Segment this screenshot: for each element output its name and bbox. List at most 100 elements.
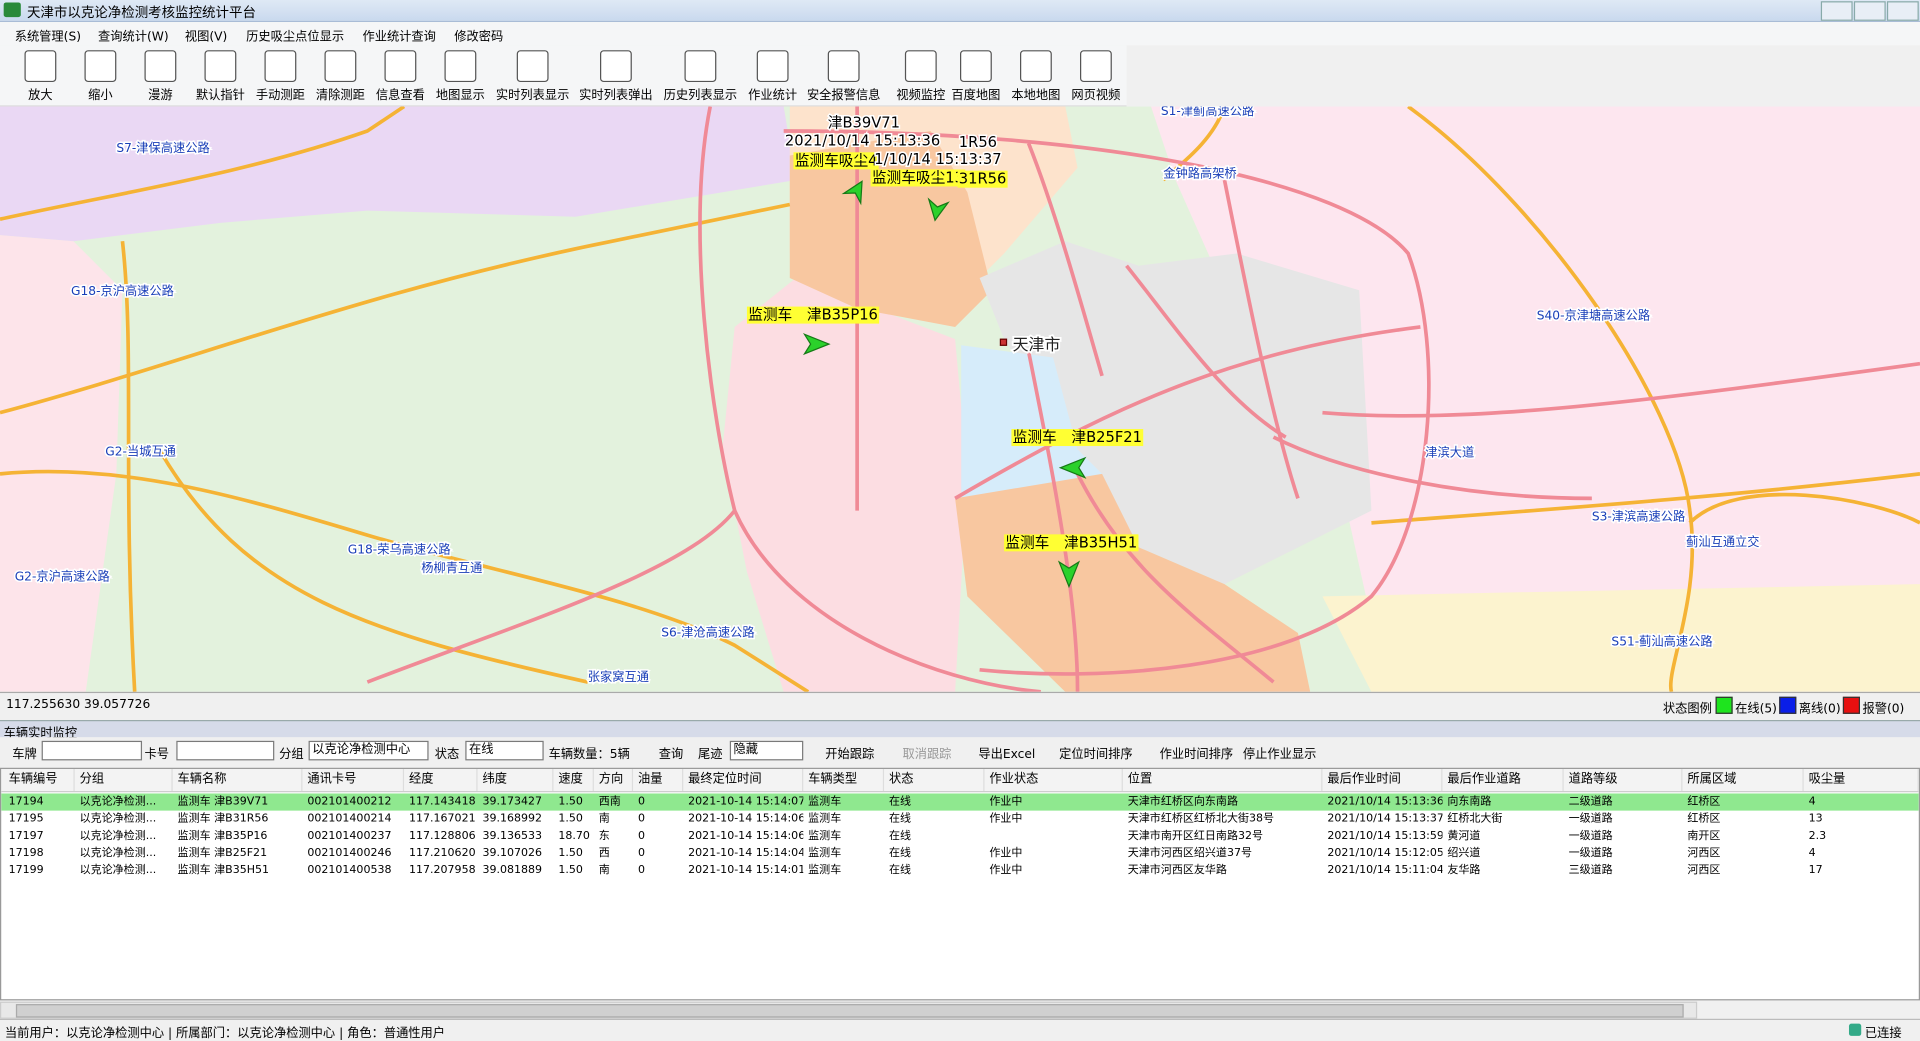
menu-item[interactable]: 系统管理(S)	[14, 30, 82, 45]
column-header[interactable]: 方向	[594, 768, 634, 792]
table-cell: 39.081889	[482, 864, 543, 877]
column-header[interactable]: 油量	[633, 768, 684, 792]
toolbar-button[interactable]: 实时列表显示	[496, 48, 569, 103]
column-header[interactable]: 最终定位时间	[683, 768, 804, 792]
table-row[interactable]: 17198 以克论净检测... 监测车 津B25F21 002101400246 117…	[1, 845, 1919, 862]
table-cell: 向东南路	[1447, 795, 1492, 809]
vehicle-marker[interactable]	[841, 176, 871, 206]
table-row[interactable]: 17195 以克论净检测... 监测车 津B31R56 002101400214 117…	[1, 811, 1919, 828]
group-select[interactable]: 以克论净检测中心	[308, 740, 429, 761]
table-cell: 红桥区	[1687, 795, 1721, 809]
vehicle-marker[interactable]	[1058, 456, 1087, 479]
table-row[interactable]: 17199 以克论净检测... 监测车 津B35H51 002101400538 117…	[1, 862, 1919, 879]
road-label: G18-荣乌高速公路	[348, 541, 451, 556]
toolbar-button[interactable]: 漫游	[124, 48, 197, 103]
table-cell: 监测车 津B35P16	[177, 830, 268, 843]
table-cell: 在线	[888, 830, 912, 843]
menu-item[interactable]: 历史吸尘点位显示	[246, 30, 345, 45]
toolbar-button[interactable]: 网页视频	[1059, 48, 1132, 103]
region	[961, 345, 1103, 499]
menu-item[interactable]: 查询统计(W)	[97, 30, 169, 45]
toolbar-label: 百度地图	[951, 89, 1001, 103]
toolbar-action[interactable]: 取消跟踪	[902, 748, 952, 762]
menu-item[interactable]: 修改密码	[454, 30, 504, 45]
toolbar-icon	[684, 50, 717, 83]
road-label: G18-京沪高速公路	[71, 283, 174, 298]
column-header[interactable]: 经度	[404, 768, 478, 792]
table-cell: 一级道路	[1568, 813, 1613, 826]
plate-input[interactable]	[41, 740, 143, 761]
toolbar-button[interactable]: 作业统计	[736, 48, 809, 103]
table-cell: 117.128806	[408, 830, 476, 843]
column-header[interactable]: 最后作业时间	[1322, 768, 1443, 792]
toolbar-button[interactable]: 百度地图	[939, 48, 1012, 103]
toolbar-action[interactable]: 停止作业显示	[1242, 748, 1317, 762]
table-row[interactable]: 17194 以克论净检测... 监测车 津B39V71 002101400212 117…	[1, 793, 1919, 811]
table-cell: 117.167021	[408, 813, 476, 826]
map[interactable]: S7-津保高速公路 G18-京沪高速公路 G2-当城互通 G18-荣乌高速公路杨柳青互…	[0, 106, 1920, 692]
toolbar-icon	[1080, 50, 1112, 83]
column-header[interactable]: 速度	[553, 768, 594, 792]
column-header[interactable]: 车辆编号	[4, 768, 75, 792]
vehicle-label: 31R56	[959, 171, 1007, 188]
card-input[interactable]	[176, 740, 275, 761]
table-cell: 以克论净检测...	[79, 864, 157, 877]
menu-item[interactable]: 视图(V)	[184, 30, 228, 45]
column-header[interactable]: 所属区域	[1682, 768, 1804, 792]
toolbar-button[interactable]: 本地地图	[999, 48, 1072, 103]
column-header[interactable]: 道路等级	[1564, 768, 1683, 792]
toolbar-action[interactable]: 作业时间排序	[1159, 748, 1234, 762]
query-button[interactable]: 查询	[658, 748, 684, 762]
column-header[interactable]: 纬度	[478, 768, 554, 792]
filter-bar: 车牌 卡号 分组 状态 以克论净检测中心 在线 车辆数量：5辆 查询 尾迹 隐藏 开始跟踪 取消跟踪 导…	[0, 737, 1920, 765]
menu-item[interactable]: 作业统计查询	[362, 30, 436, 45]
column-header[interactable]: 状态	[884, 768, 985, 792]
table-cell: 天津市南开区红日南路32号	[1127, 830, 1264, 843]
state-select[interactable]: 在线	[465, 740, 544, 761]
vehicle-marker[interactable]	[1057, 560, 1081, 589]
toolbar-button[interactable]: 视频监控	[884, 48, 957, 103]
table-cell: 黄河道	[1447, 830, 1481, 843]
column-header[interactable]: 作业状态	[984, 768, 1123, 792]
toolbar-button[interactable]: 安全报警信息	[807, 48, 880, 103]
column-header[interactable]: 分组	[75, 768, 173, 792]
table-cell: 2021-10-14 15:14:04	[688, 847, 804, 860]
column-header[interactable]: 车辆名称	[173, 768, 303, 792]
column-header[interactable]: 位置	[1123, 768, 1323, 792]
toolbar-button[interactable]: 信息查看	[364, 48, 437, 103]
toolbar-button[interactable]: 地图显示	[424, 48, 497, 103]
road	[157, 448, 589, 684]
scroll-thumb[interactable]	[15, 1004, 1684, 1018]
toolbar-button[interactable]: 历史列表显示	[664, 48, 737, 103]
toolbar-icon	[600, 50, 632, 83]
toolbar-button[interactable]: 默认指针	[184, 48, 257, 103]
table-row[interactable]: 17197 以克论净检测... 监测车 津B35P16 002101400237 117…	[1, 828, 1919, 845]
road	[1075, 473, 1275, 684]
toolbar-button[interactable]: 放大	[4, 48, 77, 103]
minimize-button[interactable]	[1820, 1, 1853, 21]
vehicle-marker[interactable]	[925, 197, 950, 222]
toolbar-button[interactable]: 清除测距	[304, 48, 377, 103]
table-cell: 天津市红桥区红桥北大街38号	[1127, 813, 1275, 826]
toolbar-button[interactable]: 手动测距	[244, 48, 317, 103]
horizontal-scrollbar[interactable]	[0, 1001, 1698, 1019]
toolbar-button[interactable]: 缩小	[64, 48, 137, 103]
maximize-button[interactable]	[1853, 1, 1886, 21]
toolbar-label: 网页视频	[1071, 89, 1121, 103]
toolbar-action[interactable]: 开始跟踪	[825, 748, 875, 762]
column-header[interactable]: 最后作业道路	[1442, 768, 1564, 792]
road-label: S7-津保高速公路	[116, 140, 209, 155]
toolbar-action[interactable]: 定位时间排序	[1059, 748, 1133, 762]
table-cell: 一级道路	[1568, 830, 1613, 843]
road	[783, 129, 1431, 676]
close-button[interactable]	[1886, 1, 1919, 21]
table-cell: 4	[1808, 795, 1816, 809]
column-header[interactable]: 车辆类型	[803, 768, 885, 792]
column-header[interactable]: 通讯卡号	[302, 768, 405, 792]
table-header: 车辆编号 分组 车辆名称 通讯卡号 经度 纬度 速度 方向 油量 最终定位时间 车辆类型 状态 作业状态…	[1, 768, 1919, 793]
vehicle-marker[interactable]	[802, 333, 831, 356]
toolbar-action[interactable]: 导出Excel	[978, 748, 1036, 762]
trail-select[interactable]: 隐藏	[729, 740, 804, 761]
column-header[interactable]: 吸尘量	[1804, 768, 1919, 792]
toolbar-button[interactable]: 实时列表弹出	[579, 48, 653, 103]
